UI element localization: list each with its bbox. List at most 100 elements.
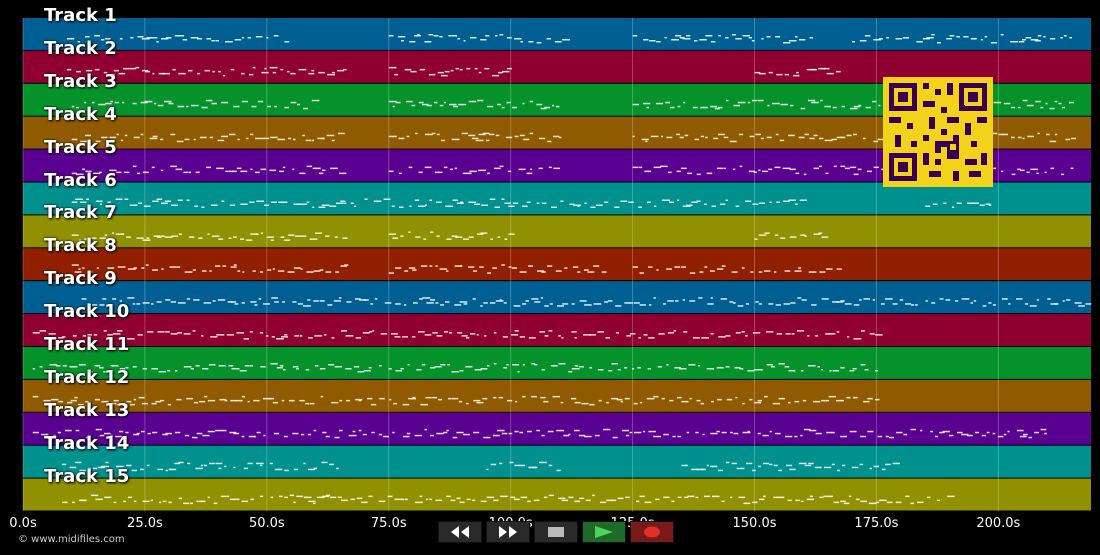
note: [800, 500, 804, 503]
note: [390, 333, 398, 335]
note: [637, 367, 641, 369]
note: [71, 234, 79, 236]
note: [820, 399, 828, 402]
note: [424, 428, 428, 431]
note: [534, 364, 538, 366]
rewind-button[interactable]: [438, 521, 482, 543]
note: [718, 133, 725, 136]
note: [325, 235, 330, 237]
note: [489, 302, 496, 304]
note: [905, 495, 910, 498]
note: [406, 100, 413, 103]
note: [593, 265, 600, 267]
note: [184, 271, 193, 273]
note: [324, 334, 327, 336]
note: [428, 34, 434, 36]
note: [511, 334, 519, 336]
track-label: Track 15: [44, 465, 130, 487]
note: [74, 396, 78, 399]
note: [278, 201, 286, 203]
note: [267, 105, 271, 108]
note: [860, 435, 866, 438]
note: [583, 269, 589, 271]
note: [739, 165, 743, 168]
note: [261, 71, 269, 74]
note: [859, 299, 862, 301]
note: [684, 134, 689, 137]
note: [494, 206, 501, 208]
note: [1000, 170, 1004, 173]
note: [731, 271, 738, 273]
note: [808, 365, 816, 367]
note: [844, 303, 852, 305]
track-lane: [23, 215, 1091, 248]
note: [225, 41, 233, 43]
record-button[interactable]: [630, 521, 674, 543]
note: [451, 397, 459, 400]
note: [631, 368, 635, 370]
note: [97, 466, 105, 469]
note: [512, 106, 518, 109]
note: [440, 364, 446, 366]
note: [492, 434, 500, 437]
note: [64, 429, 72, 432]
note: [466, 67, 471, 70]
note: [700, 402, 705, 405]
note: [681, 400, 689, 403]
note: [214, 265, 221, 267]
note: [336, 467, 339, 470]
note: [119, 430, 124, 433]
note: [553, 167, 560, 170]
note: [789, 468, 796, 471]
fast-forward-button[interactable]: [486, 521, 530, 543]
note: [584, 435, 592, 438]
note: [459, 265, 463, 267]
note: [798, 136, 805, 139]
note: [725, 99, 729, 102]
note: [632, 266, 638, 268]
note: [687, 172, 693, 175]
note: [115, 233, 124, 235]
note: [306, 271, 314, 273]
note: [1017, 168, 1021, 171]
note: [101, 136, 108, 139]
note: [810, 68, 817, 71]
note: [671, 500, 675, 503]
note: [721, 265, 726, 267]
note: [536, 42, 542, 44]
note: [836, 301, 844, 303]
note: [632, 135, 635, 138]
note: [677, 396, 682, 399]
note: [506, 101, 511, 104]
note: [665, 101, 670, 104]
note: [966, 434, 973, 437]
note: [311, 69, 315, 72]
note: [625, 434, 630, 437]
note: [391, 205, 395, 207]
note: [986, 431, 990, 434]
note: [628, 302, 634, 304]
note: [730, 431, 733, 434]
note: [116, 330, 123, 332]
note: [218, 238, 224, 240]
note: [784, 73, 790, 76]
note: [124, 171, 130, 174]
note: [404, 304, 407, 306]
note: [527, 430, 532, 433]
note: [604, 301, 609, 303]
note: [1025, 37, 1032, 39]
stop-button[interactable]: [534, 521, 578, 543]
note: [435, 499, 443, 502]
note: [282, 301, 286, 303]
note: [207, 430, 215, 433]
note: [201, 270, 207, 272]
note: [32, 395, 39, 398]
note: [312, 206, 315, 208]
note: [988, 204, 992, 206]
note: [880, 303, 885, 305]
note: [355, 337, 362, 339]
note: [501, 264, 505, 266]
play-button[interactable]: [582, 521, 626, 543]
note: [800, 370, 804, 372]
note: [546, 38, 551, 40]
